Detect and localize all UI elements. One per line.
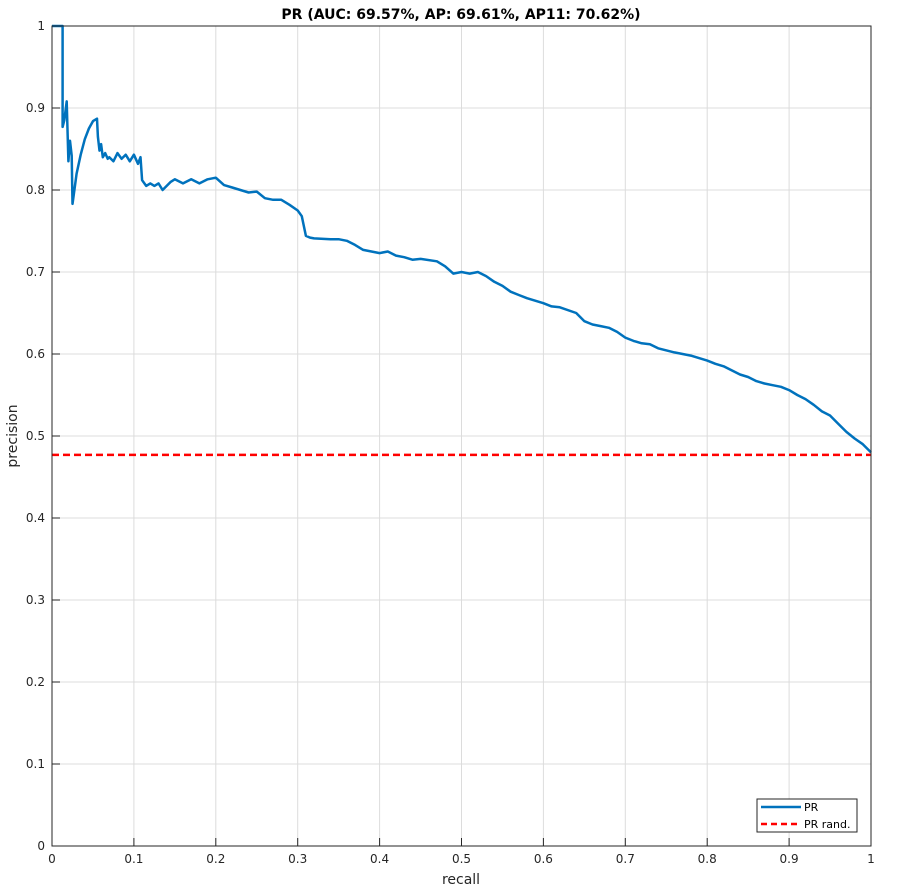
x-tick-label: 0.5 xyxy=(452,852,471,866)
legend: PR PR rand. xyxy=(756,798,858,833)
y-tick-label: 0.2 xyxy=(26,675,45,689)
x-tick-label: 0 xyxy=(48,852,56,866)
x-tick-label: 0.2 xyxy=(206,852,225,866)
x-tick-label: 0.9 xyxy=(780,852,799,866)
x-tick-label: 0.3 xyxy=(288,852,307,866)
y-tick-label: 0 xyxy=(37,839,45,853)
series-layer xyxy=(52,24,872,457)
series-line-pr xyxy=(52,24,872,454)
y-ticks: 0 0.1 0.2 0.3 0.4 0.5 0.6 0.7 0.8 0.9 1 xyxy=(26,19,60,853)
chart-title: PR (AUC: 69.57%, AP: 69.61%, AP11: 70.62… xyxy=(281,7,640,23)
x-tick-label: 1 xyxy=(867,852,875,866)
y-tick-label: 0.5 xyxy=(26,429,45,443)
y-tick-label: 0.6 xyxy=(26,347,45,361)
y-tick-label: 0.4 xyxy=(26,511,45,525)
y-tick-label: 0.7 xyxy=(26,265,45,279)
x-axis-label: recall xyxy=(442,872,480,888)
y-tick-label: 0.1 xyxy=(26,757,45,771)
x-tick-label: 0.7 xyxy=(616,852,635,866)
y-tick-label: 0.8 xyxy=(26,183,45,197)
x-tick-label: 0.8 xyxy=(698,852,717,866)
x-tick-label: 0.6 xyxy=(534,852,553,866)
x-tick-label: 0.4 xyxy=(370,852,389,866)
x-ticks: 0 0.1 0.2 0.3 0.4 0.5 0.6 0.7 0.8 0.9 1 xyxy=(48,838,875,866)
legend-box xyxy=(756,798,858,833)
legend-label-pr-rand: PR rand. xyxy=(804,818,851,831)
y-tick-label: 0.9 xyxy=(26,101,45,115)
x-tick-label: 0.1 xyxy=(124,852,143,866)
y-tick-label: 1 xyxy=(37,19,45,33)
legend-label-pr: PR xyxy=(804,801,819,814)
y-axis-label: precision xyxy=(5,404,21,467)
y-tick-label: 0.3 xyxy=(26,593,45,607)
